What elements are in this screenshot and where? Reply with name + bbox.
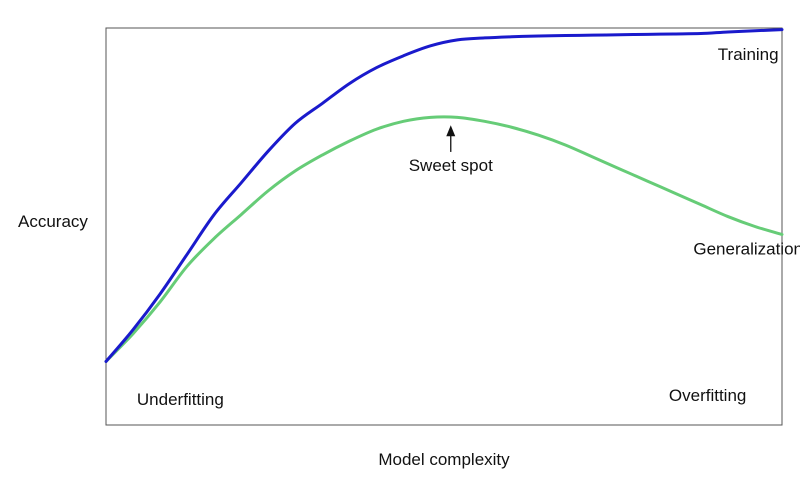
underfitting-label: Underfitting bbox=[137, 390, 224, 409]
sweet-spot-label: Sweet spot bbox=[409, 156, 493, 175]
training-label: Training bbox=[718, 45, 779, 64]
generalization-curve bbox=[104, 115, 784, 363]
x-axis-label: Model complexity bbox=[378, 450, 510, 469]
generalization-label: Generalization bbox=[693, 239, 800, 258]
sweet-spot-arrow-head bbox=[446, 125, 456, 137]
annotation-layer: Training Generalization Sweet spot Underfit… bbox=[137, 45, 800, 409]
y-axis-label: Accuracy bbox=[18, 212, 88, 231]
plot-frame bbox=[105, 27, 783, 426]
training-curve bbox=[104, 28, 784, 363]
series-layer bbox=[104, 28, 784, 363]
overfitting-label: Overfitting bbox=[669, 386, 746, 405]
